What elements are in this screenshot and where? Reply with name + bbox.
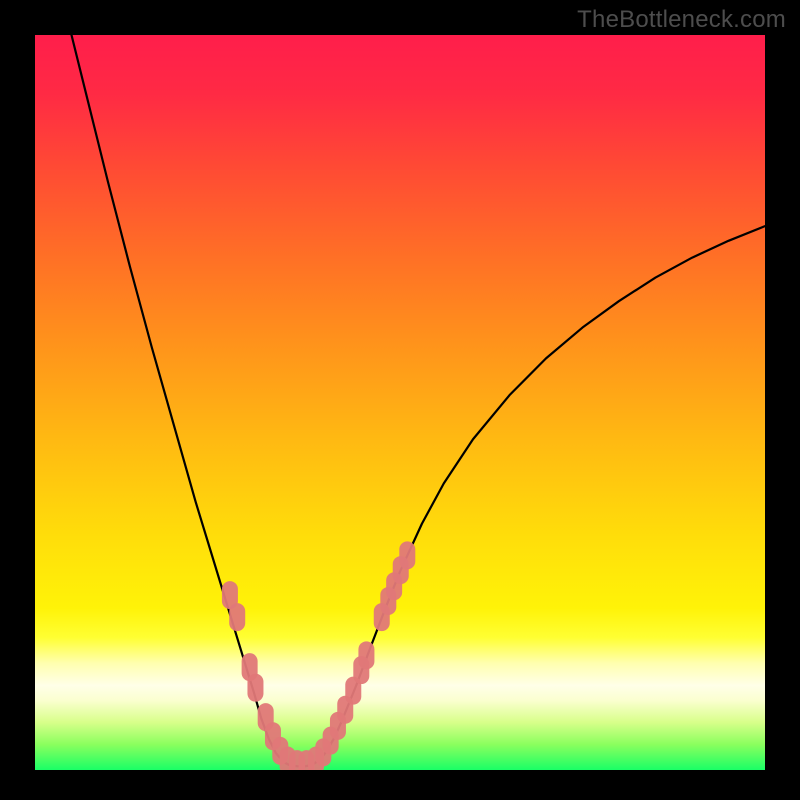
plot-svg: [35, 35, 765, 770]
chart-root: TheBottleneck.com: [0, 0, 800, 800]
dot-marker: [399, 541, 415, 569]
attribution-text: TheBottleneck.com: [577, 6, 786, 34]
gradient-background: [35, 35, 765, 770]
dot-marker: [247, 674, 263, 702]
dot-marker: [358, 641, 374, 669]
dot-marker: [229, 603, 245, 631]
plot-area: [35, 35, 765, 770]
